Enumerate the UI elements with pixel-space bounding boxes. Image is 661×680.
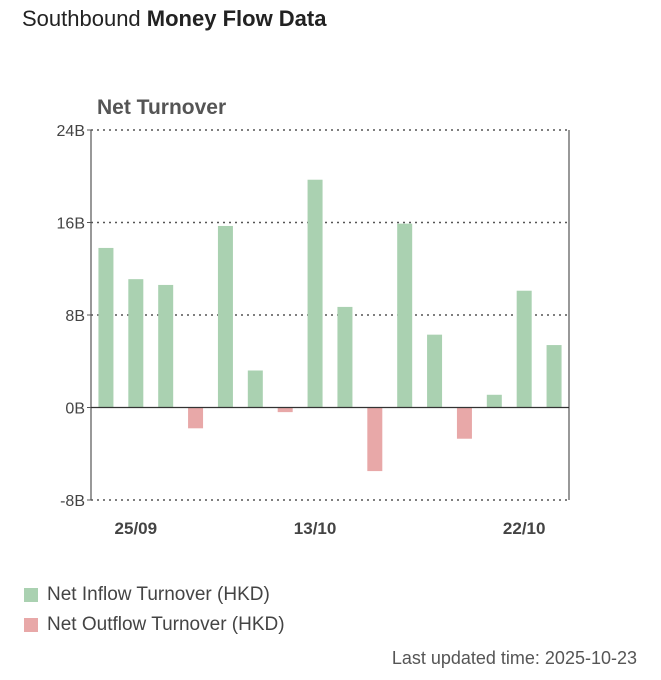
legend-label-inflow: Net Inflow Turnover (HKD) (47, 584, 270, 605)
legend-swatch-outflow (24, 618, 38, 632)
bar-inflow (217, 225, 233, 408)
y-tick-label: 16B (57, 216, 85, 233)
bar-outflow (456, 407, 472, 439)
page-title: Southbound Money Flow Data (22, 6, 326, 32)
bar-inflow (247, 370, 263, 408)
bar-inflow (516, 290, 532, 408)
bar-inflow (307, 179, 323, 408)
page-title-bold: Money Flow Data (146, 6, 327, 31)
bar-outflow (188, 407, 204, 429)
bar-inflow (128, 279, 144, 408)
bar-inflow (486, 394, 502, 408)
bar-inflow (98, 247, 114, 408)
bar-inflow (427, 334, 443, 408)
page-title-regular: Southbound (22, 6, 141, 31)
y-tick-label: 8B (65, 308, 85, 325)
net-turnover-chart: -8B 0B 8B 16B 24B 25/09 13/10 22/10 (57, 123, 570, 538)
x-tick-label: 22/10 (503, 519, 546, 538)
legend-item-outflow: Net Outflow Turnover (HKD) (24, 610, 285, 640)
bar-inflow (397, 223, 413, 408)
legend-swatch-inflow (24, 588, 38, 602)
chart-title: Net Turnover (97, 96, 227, 119)
x-tick-label: 13/10 (294, 519, 337, 538)
chart-legend: Net Inflow Turnover (HKD) Net Outflow Tu… (24, 580, 285, 640)
y-tick-label: -8B (60, 493, 85, 510)
bar-inflow (546, 345, 562, 408)
y-tick-label: 0B (65, 401, 85, 418)
bar-outflow (277, 407, 293, 413)
legend-item-inflow: Net Inflow Turnover (HKD) (24, 580, 285, 610)
bar-outflow (367, 407, 383, 472)
bar-inflow (337, 306, 353, 408)
y-tick-label: 24B (57, 123, 85, 140)
x-tick-label: 25/09 (115, 519, 158, 538)
last-updated-time: Last updated time: 2025-10-23 (391, 648, 637, 668)
legend-label-outflow: Net Outflow Turnover (HKD) (47, 614, 285, 635)
bar-inflow (158, 284, 174, 408)
